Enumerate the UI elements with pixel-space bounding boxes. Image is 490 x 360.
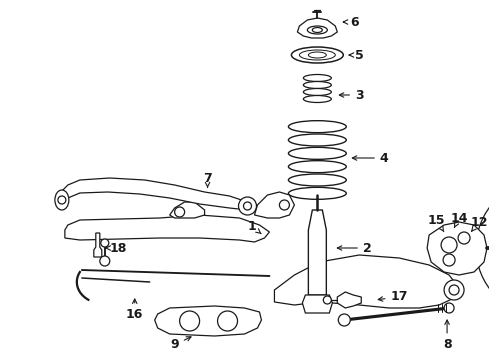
Text: 10: 10 (0, 359, 1, 360)
Text: 4: 4 (352, 152, 389, 165)
Ellipse shape (303, 75, 331, 81)
Circle shape (101, 239, 109, 247)
Text: 8: 8 (443, 320, 451, 351)
Ellipse shape (303, 89, 331, 95)
Circle shape (180, 311, 199, 331)
Text: 14: 14 (450, 212, 468, 228)
Circle shape (174, 207, 185, 217)
Circle shape (218, 311, 238, 331)
Circle shape (58, 196, 66, 204)
Polygon shape (297, 18, 337, 38)
Circle shape (239, 197, 256, 215)
Text: 12: 12 (470, 216, 488, 231)
Ellipse shape (308, 52, 326, 58)
Circle shape (323, 296, 331, 304)
Ellipse shape (299, 50, 335, 60)
Text: 6: 6 (343, 15, 359, 28)
Circle shape (244, 202, 251, 210)
Circle shape (458, 232, 470, 244)
Polygon shape (170, 202, 205, 218)
Text: 18: 18 (106, 242, 126, 255)
Ellipse shape (303, 81, 331, 89)
Text: 11: 11 (0, 359, 1, 360)
Circle shape (279, 200, 290, 210)
Circle shape (449, 285, 459, 295)
Ellipse shape (312, 27, 322, 32)
Polygon shape (58, 178, 247, 210)
Text: 13: 13 (0, 359, 1, 360)
Text: 2: 2 (337, 242, 371, 255)
Circle shape (338, 314, 350, 326)
Circle shape (100, 256, 110, 266)
Polygon shape (302, 295, 332, 313)
Polygon shape (65, 215, 270, 242)
Circle shape (444, 303, 454, 313)
Ellipse shape (303, 95, 331, 103)
Ellipse shape (307, 26, 327, 34)
Text: 17: 17 (378, 291, 408, 303)
Polygon shape (337, 292, 361, 308)
Polygon shape (308, 210, 326, 295)
Circle shape (476, 180, 490, 316)
Polygon shape (155, 306, 262, 336)
Circle shape (443, 254, 455, 266)
Circle shape (444, 280, 464, 300)
Text: 7: 7 (203, 171, 212, 188)
Ellipse shape (292, 47, 343, 63)
Text: 9: 9 (171, 337, 191, 351)
Polygon shape (427, 222, 487, 275)
Text: 16: 16 (126, 299, 144, 321)
Circle shape (441, 237, 457, 253)
Polygon shape (94, 233, 102, 257)
Text: 15: 15 (427, 213, 445, 231)
Text: 5: 5 (349, 49, 364, 62)
Polygon shape (274, 255, 459, 308)
Text: 3: 3 (340, 89, 364, 102)
Ellipse shape (55, 190, 69, 210)
Polygon shape (254, 192, 294, 218)
Text: 1: 1 (247, 220, 261, 234)
